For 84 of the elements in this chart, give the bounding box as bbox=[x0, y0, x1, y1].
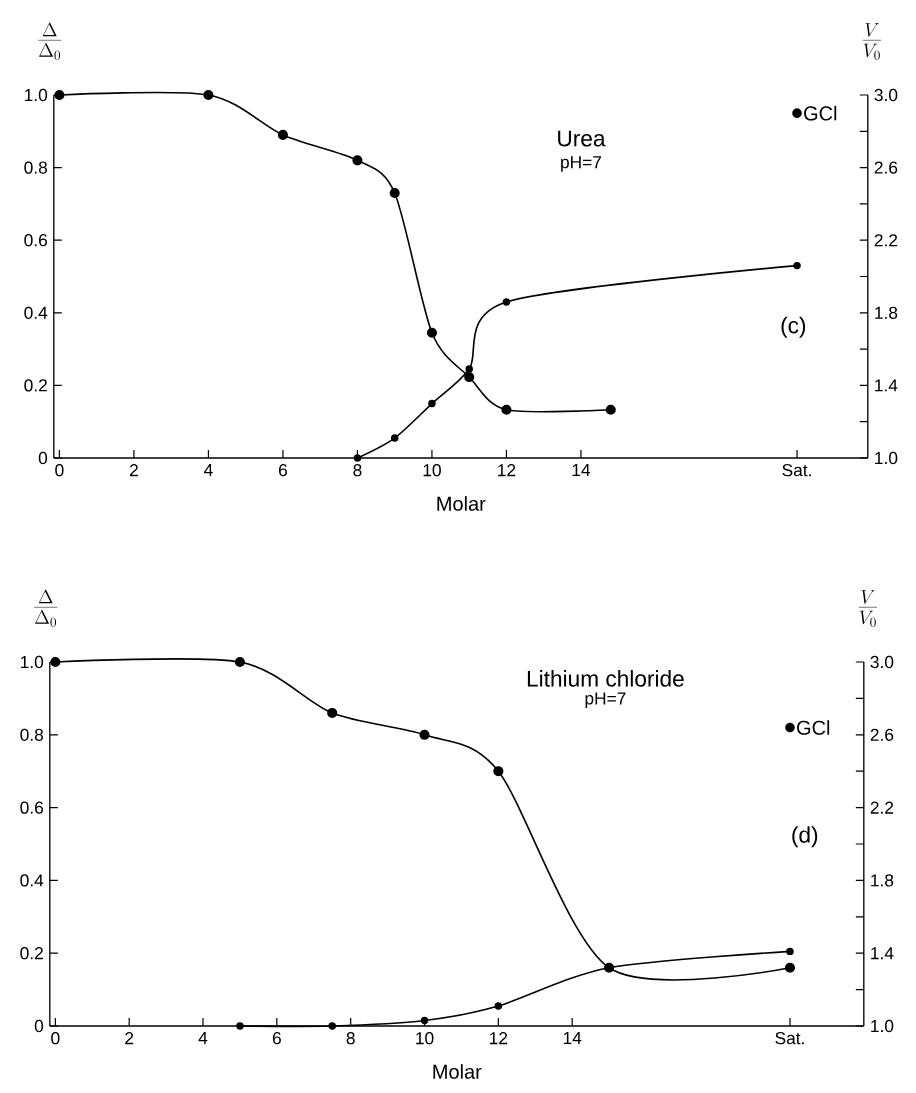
point bbox=[494, 1002, 503, 1010]
y-tick-label: 0.6 bbox=[24, 234, 48, 247]
x-axis-title: Molar bbox=[437, 496, 486, 511]
point bbox=[502, 298, 511, 306]
y-tick-label: 0.8 bbox=[20, 728, 44, 741]
y2-tick-label: 1.4 bbox=[871, 947, 894, 960]
y2-tick-label: 2.2 bbox=[870, 801, 894, 814]
x-tick-label: 4 bbox=[198, 1032, 208, 1044]
annotation: (c) bbox=[781, 316, 806, 338]
x-tick-label: 12 bbox=[490, 1032, 508, 1045]
y2-tick-label: 2.2 bbox=[874, 234, 898, 247]
point bbox=[420, 1016, 429, 1025]
point bbox=[328, 1022, 337, 1030]
point bbox=[50, 656, 61, 668]
point bbox=[501, 404, 512, 415]
y-tick-label: 0.8 bbox=[24, 161, 48, 174]
y2-tick-label: 1.0 bbox=[875, 451, 898, 465]
point bbox=[54, 89, 65, 101]
y2-tick-label: 1.4 bbox=[875, 379, 898, 392]
point bbox=[277, 129, 289, 140]
y2-tick-label: 3.0 bbox=[874, 88, 898, 102]
point bbox=[426, 327, 438, 338]
x-tick-label: 0 bbox=[55, 464, 64, 477]
series-label: GCl bbox=[804, 105, 837, 121]
y-axis-title: $\frac{\Delta}{\Delta_0}$ bbox=[34, 589, 58, 627]
point bbox=[391, 434, 399, 442]
point bbox=[203, 89, 214, 101]
y-tick-label: 1.0 bbox=[25, 88, 48, 102]
x-tick-label: 14 bbox=[572, 464, 591, 476]
y-tick-label: 0.2 bbox=[24, 379, 47, 392]
x-tick-label: 8 bbox=[346, 1032, 355, 1045]
y2-tick-label: 1.0 bbox=[871, 1019, 894, 1033]
annotation: pH=7 bbox=[585, 692, 626, 708]
y-axis-title: $\frac{\Delta}{\Delta_0}$ bbox=[38, 22, 62, 60]
point bbox=[234, 656, 246, 668]
x-tick-label: 14 bbox=[563, 1032, 582, 1044]
x-tick-label: 2 bbox=[125, 1032, 134, 1045]
point bbox=[785, 962, 796, 973]
y2-tick-label: 2.6 bbox=[870, 728, 894, 741]
series-label: GCl bbox=[797, 720, 830, 735]
y2-tick-label: 3.0 bbox=[870, 655, 894, 669]
point bbox=[792, 108, 802, 118]
point bbox=[785, 722, 795, 733]
y-tick-label: 0.2 bbox=[20, 947, 43, 960]
x-tick-label: 6 bbox=[279, 464, 288, 477]
annotation: (d) bbox=[792, 826, 818, 848]
annotation: pH=7 bbox=[561, 156, 602, 172]
y-tick-label: 0 bbox=[38, 451, 48, 465]
y-tick-label: 1.0 bbox=[21, 655, 44, 669]
point bbox=[428, 399, 436, 408]
y2-tick-label: 1.8 bbox=[875, 306, 898, 319]
y2-tick-label: 1.8 bbox=[871, 874, 894, 887]
x-axis-title: Molar bbox=[433, 1064, 482, 1079]
x-tick-label: 10 bbox=[423, 464, 441, 477]
x-tick-label: 6 bbox=[273, 1032, 282, 1045]
annotation: Urea bbox=[558, 130, 606, 147]
y-tick-label: 0.6 bbox=[20, 801, 44, 814]
point bbox=[464, 371, 475, 383]
x-tick-label: 12 bbox=[498, 464, 516, 477]
x-tick-label: 0 bbox=[51, 1032, 60, 1045]
x-tick-label: Sat. bbox=[775, 1032, 804, 1045]
annotation: Lithium chloride bbox=[527, 670, 684, 687]
x-tick-label: 4 bbox=[204, 464, 213, 476]
point bbox=[352, 155, 363, 166]
point bbox=[605, 404, 616, 415]
point bbox=[786, 947, 794, 956]
point bbox=[465, 365, 474, 373]
y-tick-label: 0.4 bbox=[20, 874, 44, 887]
x-tick-label: Sat. bbox=[782, 464, 811, 477]
point bbox=[493, 766, 504, 777]
point bbox=[419, 729, 430, 740]
x-tick-label: 10 bbox=[416, 1032, 434, 1045]
y-tick-label: 0.4 bbox=[24, 306, 48, 319]
point bbox=[793, 261, 801, 270]
y2-axis-title: $\frac{V}{V_0}$ bbox=[862, 23, 882, 60]
point bbox=[389, 187, 400, 199]
y2-tick-label: 2.6 bbox=[874, 161, 898, 174]
y-tick-label: 0 bbox=[34, 1019, 44, 1033]
point bbox=[353, 454, 362, 462]
point bbox=[236, 1022, 244, 1030]
y2-axis-title: $\frac{V}{V_0}$ bbox=[858, 590, 878, 627]
point bbox=[327, 707, 338, 719]
x-tick-label: 2 bbox=[130, 464, 138, 477]
x-tick-label: 8 bbox=[353, 464, 362, 477]
